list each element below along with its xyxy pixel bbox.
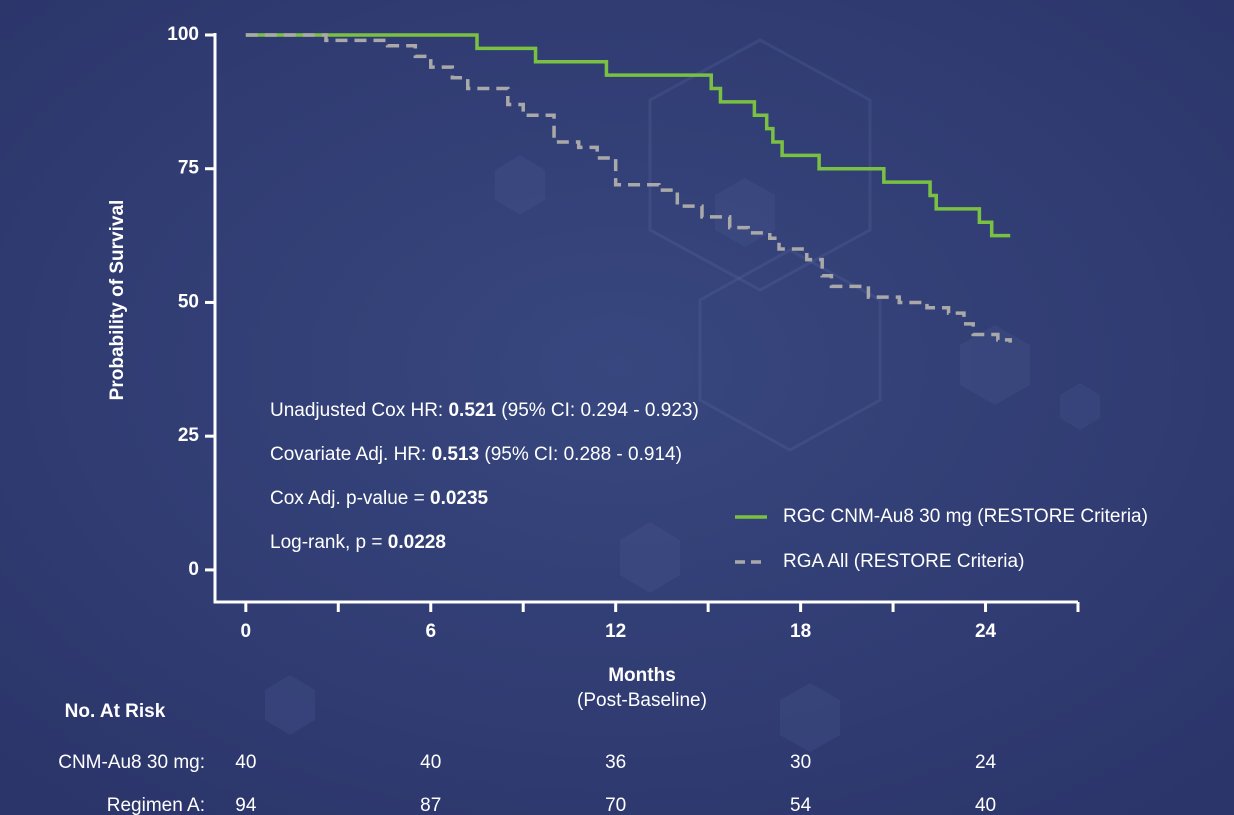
at-risk-row-label: Regimen A: (107, 795, 205, 815)
at-risk-row-label: CNM-Au8 30 mg: (58, 752, 205, 773)
annotation-bold: 0.521 (448, 400, 496, 421)
annotation-suffix: (95% CI: 0.288 - 0.914) (479, 444, 682, 465)
at-risk-title: No. At Risk (65, 701, 166, 722)
chart: Probability of Survival Months (Post-Bas… (0, 0, 1234, 815)
x-tick-label: 0 (241, 621, 252, 642)
x-axis-sublabel: (Post-Baseline) (577, 690, 707, 711)
at-risk-value: 24 (975, 752, 997, 773)
x-tick-label: 18 (790, 621, 811, 642)
x-axis-label: Months (608, 665, 676, 686)
at-risk-value: 40 (235, 752, 256, 773)
y-tick-label: 100 (167, 24, 199, 45)
y-tick-label: 50 (178, 291, 199, 312)
x-tick-label: 12 (605, 621, 626, 642)
at-risk-value: 30 (790, 752, 811, 773)
annotation: Cox Adj. p-value = 0.0235 (270, 488, 489, 509)
annotation-bold: 0.513 (432, 444, 480, 465)
annotation-prefix: Unadjusted Cox HR: (270, 400, 448, 421)
annotation: Unadjusted Cox HR: 0.521 (95% CI: 0.294 … (270, 400, 699, 421)
at-risk-value: 94 (235, 795, 257, 815)
annotation-bold: 0.0235 (430, 488, 489, 509)
at-risk-value: 87 (420, 795, 441, 815)
annotation-suffix: (95% CI: 0.294 - 0.923) (496, 400, 699, 421)
annotation-bold: 0.0228 (388, 532, 446, 553)
annotation: Covariate Adj. HR: 0.513 (95% CI: 0.288 … (270, 444, 682, 465)
annotation-prefix: Cox Adj. p-value = (270, 488, 430, 509)
at-risk-value: 40 (975, 795, 996, 815)
annotation: Log-rank, p = 0.0228 (270, 532, 446, 553)
annotation-prefix: Log-rank, p = (270, 532, 388, 553)
at-risk-value: 70 (605, 795, 626, 815)
x-tick-label: 24 (975, 621, 997, 642)
legend-label: RGA All (RESTORE Criteria) (783, 551, 1024, 572)
y-tick-label: 75 (178, 158, 200, 179)
annotation-prefix: Covariate Adj. HR: (270, 444, 432, 465)
x-tick-label: 6 (425, 621, 436, 642)
y-tick-label: 0 (188, 559, 199, 580)
at-risk-value: 40 (420, 752, 441, 773)
y-axis-label: Probability of Survival (107, 200, 128, 401)
y-tick-label: 25 (178, 425, 200, 446)
at-risk-value: 36 (605, 752, 626, 773)
at-risk-value: 54 (790, 795, 812, 815)
legend-label: RGC CNM-Au8 30 mg (RESTORE Criteria) (783, 506, 1148, 527)
